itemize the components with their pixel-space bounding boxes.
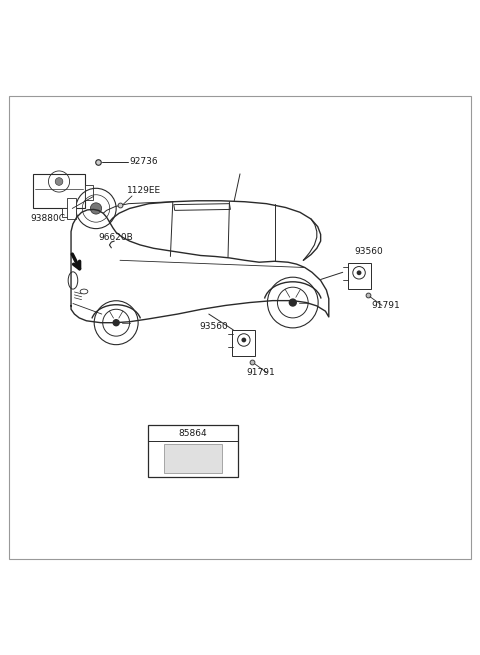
- Text: 91791: 91791: [247, 368, 276, 377]
- Text: 85864: 85864: [179, 429, 207, 438]
- Circle shape: [90, 203, 102, 214]
- Text: 93880C: 93880C: [30, 214, 65, 223]
- Text: 91791: 91791: [372, 301, 400, 310]
- Text: 93560: 93560: [354, 247, 383, 256]
- Bar: [148, 425, 238, 477]
- Circle shape: [241, 337, 246, 343]
- Bar: [33, 174, 85, 208]
- Polygon shape: [164, 444, 222, 474]
- FancyBboxPatch shape: [348, 263, 371, 289]
- Bar: [67, 198, 76, 219]
- Text: 1129EE: 1129EE: [127, 186, 161, 195]
- Bar: [85, 185, 93, 200]
- Circle shape: [55, 178, 63, 185]
- Bar: [61, 208, 73, 217]
- Circle shape: [113, 320, 119, 326]
- Text: 93560: 93560: [200, 322, 228, 331]
- Circle shape: [357, 271, 361, 275]
- Circle shape: [289, 299, 296, 306]
- Text: 92736: 92736: [130, 157, 158, 166]
- Text: 96620B: 96620B: [98, 233, 133, 242]
- FancyBboxPatch shape: [232, 330, 255, 356]
